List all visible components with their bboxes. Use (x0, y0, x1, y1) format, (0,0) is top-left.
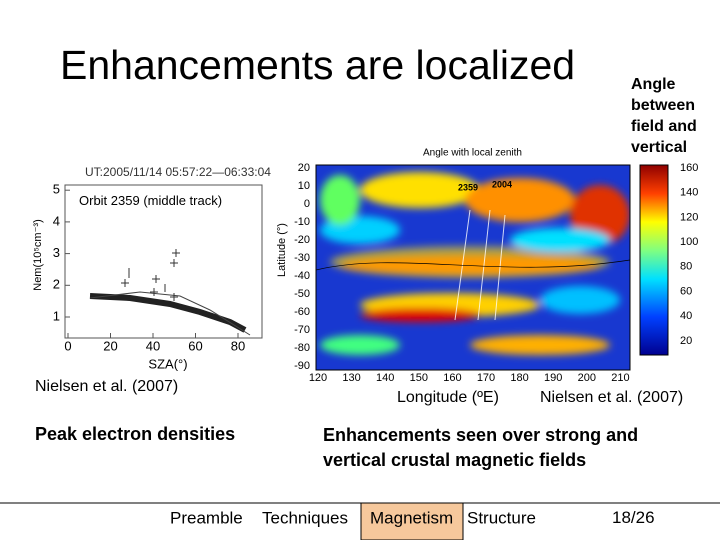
plus-markers (121, 249, 180, 301)
y-tick-label: 3 (53, 245, 60, 260)
x-tick-label: 130 (342, 372, 360, 384)
x-tick-label: 190 (544, 372, 562, 384)
nav-item[interactable]: Techniques (262, 508, 348, 527)
y-tick-label: -10 (294, 216, 310, 228)
x-tick-label: 20 (103, 338, 117, 353)
y-tick-label: 2 (53, 277, 60, 292)
x-axis-label: Longitude (ºE) (397, 389, 499, 406)
colorbar-tick-label: 160 (680, 162, 698, 174)
y-tick-label: 20 (298, 162, 310, 174)
x-tick-label: 60 (188, 338, 202, 353)
y-tick-label: -60 (294, 306, 310, 318)
citation: Nielsen et al. (2007) (35, 378, 179, 395)
x-axis-label: SZA(°) (148, 356, 187, 371)
y-tick-label: -80 (294, 342, 310, 354)
model-curve (89, 291, 251, 336)
y-tick-label: -30 (294, 252, 310, 264)
y-tick-label: 5 (53, 182, 60, 197)
figure-header: UT:2005/11/14 05:57:22—06:33:04 (85, 165, 271, 179)
y-axis-label: Nem(10⁵cm⁻³) (32, 219, 44, 290)
slide-title: Enhancements are localized (60, 42, 576, 88)
x-tick-label: 120 (309, 372, 327, 384)
citation: Nielsen et al. (2007) (540, 389, 684, 406)
colorbar-tick-label: 20 (680, 335, 692, 347)
plot-frame (64, 184, 263, 339)
side-note: Angle between field and vertical (631, 76, 697, 156)
x-tick-label: 180 (510, 372, 528, 384)
x-tick-label: 150 (410, 372, 428, 384)
nav-item[interactable]: Structure (467, 508, 536, 527)
colorbar-tick-label: 100 (680, 236, 698, 248)
colorbar-tick-label: 80 (680, 261, 692, 273)
colorbar-tick-label: 120 (680, 211, 698, 223)
caption: Peak electron densities (35, 424, 236, 444)
y-tick-label: 10 (298, 180, 310, 192)
y-tick-label: 1 (53, 308, 60, 323)
page-number: 18/26 (612, 508, 655, 527)
colorbar-tick-label: 60 (680, 285, 692, 297)
map-image (316, 165, 630, 370)
x-tick-label: 0 (64, 338, 71, 353)
map-frame (315, 164, 631, 371)
y-axis-label: Latitude (°) (276, 223, 288, 277)
nav-item[interactable]: Magnetism (370, 508, 453, 527)
x-tick-label: 200 (578, 372, 596, 384)
y-tick-label: -40 (294, 270, 310, 282)
x-tick-label: 160 (443, 372, 461, 384)
y-tick-label: 0 (304, 198, 310, 210)
x-tick-label: 80 (231, 338, 245, 353)
map-title: Angle with local zenith (423, 148, 522, 159)
x-tick-label: 140 (376, 372, 394, 384)
colorbar-tick-label: 140 (680, 187, 698, 199)
y-tick-label: -90 (294, 360, 310, 372)
colorbar (639, 164, 669, 356)
y-tick-label: 4 (53, 213, 60, 228)
y-tick-label: -70 (294, 324, 310, 336)
map-label: 2359 (458, 182, 478, 192)
y-tick-label: -50 (294, 288, 310, 300)
inset-label: Orbit 2359 (middle track) (77, 193, 225, 208)
colorbar-tick-label: 40 (680, 310, 692, 322)
data-trace (89, 293, 247, 333)
nav-item[interactable]: Preamble (170, 508, 243, 527)
x-tick-label: 40 (146, 338, 160, 353)
x-tick-label: 170 (477, 372, 495, 384)
map-label: 2004 (492, 179, 512, 189)
caption: Enhancements seen over strong and vertic… (323, 425, 639, 470)
y-tick-label: -20 (294, 234, 310, 246)
x-tick-label: 210 (611, 372, 629, 384)
